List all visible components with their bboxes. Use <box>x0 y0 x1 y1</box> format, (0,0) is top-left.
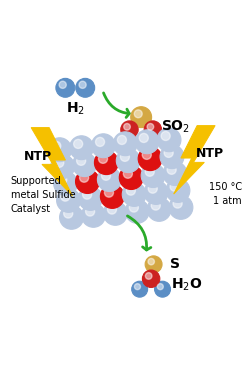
Circle shape <box>117 135 127 144</box>
Circle shape <box>154 281 170 297</box>
Circle shape <box>129 203 138 212</box>
Polygon shape <box>31 127 72 196</box>
Circle shape <box>160 145 184 169</box>
Circle shape <box>134 110 142 118</box>
Text: 150 °C
1 atm: 150 °C 1 atm <box>209 182 242 206</box>
Circle shape <box>124 124 130 130</box>
Circle shape <box>94 151 118 175</box>
Circle shape <box>74 139 83 149</box>
Text: H$_2$: H$_2$ <box>66 100 85 116</box>
Circle shape <box>70 136 94 160</box>
Circle shape <box>147 198 171 221</box>
Circle shape <box>141 164 165 187</box>
Circle shape <box>113 132 137 156</box>
Circle shape <box>135 130 159 154</box>
Circle shape <box>116 149 140 173</box>
Circle shape <box>173 199 182 208</box>
Circle shape <box>56 78 75 97</box>
Circle shape <box>161 132 170 141</box>
Circle shape <box>131 107 152 127</box>
Circle shape <box>148 258 154 265</box>
Circle shape <box>48 138 72 162</box>
Circle shape <box>157 128 181 152</box>
Circle shape <box>123 169 132 178</box>
Circle shape <box>119 166 143 190</box>
Circle shape <box>104 188 114 197</box>
Circle shape <box>125 199 149 223</box>
Circle shape <box>170 182 179 191</box>
Circle shape <box>108 205 116 214</box>
Circle shape <box>138 147 162 171</box>
Text: S: S <box>170 257 180 271</box>
Circle shape <box>82 204 105 227</box>
Circle shape <box>169 195 193 219</box>
Circle shape <box>76 156 86 166</box>
Circle shape <box>57 188 80 212</box>
Circle shape <box>86 207 94 216</box>
Circle shape <box>98 168 121 192</box>
Circle shape <box>55 158 64 167</box>
Circle shape <box>132 281 148 297</box>
Circle shape <box>79 81 86 88</box>
Circle shape <box>78 187 102 210</box>
Circle shape <box>142 270 160 287</box>
Circle shape <box>167 165 176 174</box>
Circle shape <box>164 148 173 157</box>
Text: NTP: NTP <box>196 147 224 160</box>
Circle shape <box>76 78 95 97</box>
Circle shape <box>148 184 157 193</box>
Circle shape <box>80 173 89 182</box>
Circle shape <box>139 133 148 143</box>
Circle shape <box>64 209 73 218</box>
Circle shape <box>92 134 115 158</box>
Circle shape <box>98 154 108 163</box>
Circle shape <box>126 186 136 195</box>
Circle shape <box>134 284 140 290</box>
Circle shape <box>163 162 187 185</box>
Circle shape <box>144 121 162 138</box>
Circle shape <box>145 273 152 279</box>
Circle shape <box>142 150 151 159</box>
Circle shape <box>58 175 67 184</box>
Circle shape <box>144 181 168 204</box>
Circle shape <box>76 170 100 193</box>
Circle shape <box>166 179 190 202</box>
Circle shape <box>100 184 124 208</box>
Circle shape <box>54 172 78 195</box>
Text: Supported
metal Sulfide
Catalyst: Supported metal Sulfide Catalyst <box>11 176 75 214</box>
Circle shape <box>72 153 96 176</box>
Text: H$_2$O: H$_2$O <box>171 277 202 293</box>
Circle shape <box>51 155 74 179</box>
Circle shape <box>82 190 92 199</box>
Circle shape <box>145 256 162 273</box>
Text: NTP: NTP <box>24 150 52 163</box>
Circle shape <box>103 201 127 225</box>
Circle shape <box>147 124 154 130</box>
Text: SO$_2$: SO$_2$ <box>161 118 190 135</box>
Circle shape <box>96 137 104 146</box>
Circle shape <box>122 182 146 206</box>
Circle shape <box>61 192 70 201</box>
Circle shape <box>145 167 154 176</box>
Circle shape <box>121 121 138 138</box>
Circle shape <box>151 201 160 210</box>
Circle shape <box>60 205 84 229</box>
Circle shape <box>120 152 130 161</box>
Circle shape <box>59 81 66 88</box>
Polygon shape <box>174 126 215 194</box>
Circle shape <box>157 284 163 290</box>
Circle shape <box>52 141 61 150</box>
Circle shape <box>102 171 110 180</box>
